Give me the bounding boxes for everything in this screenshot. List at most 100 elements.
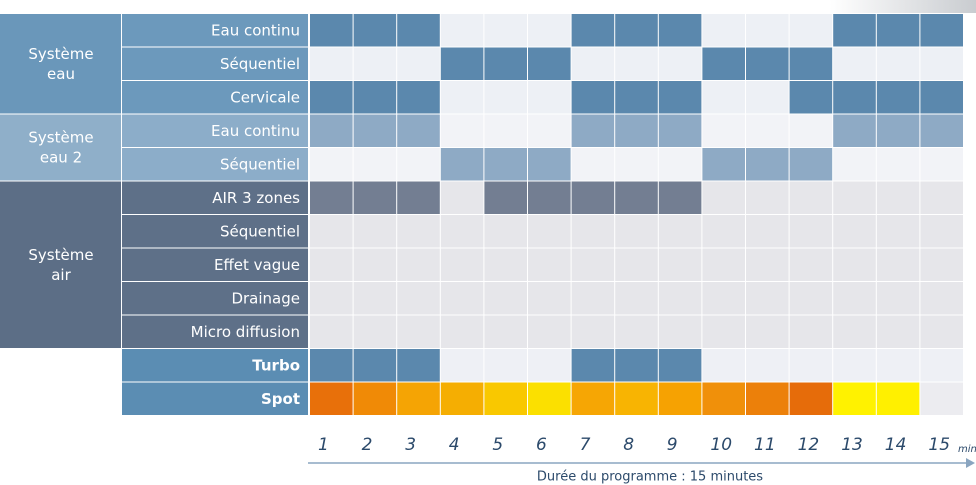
time-cell [397, 215, 440, 248]
time-cell [746, 215, 789, 248]
group-cell [0, 14, 121, 114]
time-cell [833, 114, 876, 147]
time-cell [353, 215, 397, 248]
row-label: Effet vague [214, 256, 300, 274]
time-cell [353, 148, 397, 181]
time-cell [833, 148, 876, 181]
time-cell [746, 148, 789, 181]
time-cell [571, 382, 615, 415]
row-label: AIR 3 zones [212, 189, 300, 207]
time-cell [702, 349, 745, 382]
time-cell [353, 81, 397, 114]
time-cell [615, 181, 658, 214]
time-cell [571, 14, 615, 47]
time-cell [789, 382, 833, 415]
time-cell [833, 282, 876, 315]
time-cell [702, 282, 745, 315]
row-label: Eau continu [211, 21, 300, 39]
minute-label: 13 [841, 435, 863, 455]
time-cell [615, 349, 658, 382]
time-cell [658, 248, 702, 281]
time-cell [484, 181, 527, 214]
minute-label: 1 [318, 435, 329, 455]
time-cell [876, 14, 920, 47]
time-cell [920, 14, 963, 47]
time-cell [833, 47, 876, 80]
time-cell [571, 81, 615, 114]
time-cell [571, 47, 615, 80]
time-cell [746, 349, 789, 382]
time-cell [920, 114, 963, 147]
row-label-cell [122, 14, 308, 47]
time-cell [658, 215, 702, 248]
time-cell [746, 248, 789, 281]
time-cell [876, 248, 920, 281]
time-cell [920, 47, 963, 80]
row-label-cell [122, 248, 308, 281]
time-cell [310, 248, 353, 281]
minute-label: 15 [928, 435, 950, 455]
time-cell [353, 114, 397, 147]
time-cell [789, 148, 833, 181]
minute-label: 7 [580, 435, 591, 455]
time-cell [702, 47, 745, 80]
minute-label: 10 [710, 435, 732, 455]
minute-label: 14 [885, 435, 907, 455]
row-label-cell [122, 382, 308, 415]
time-cell [615, 148, 658, 181]
time-cell [397, 148, 440, 181]
time-cell [920, 215, 963, 248]
time-cell [876, 81, 920, 114]
group-label: Système [28, 246, 93, 264]
time-cell [746, 315, 789, 348]
minute-label: 3 [405, 435, 416, 455]
row-label-cell [122, 148, 308, 181]
time-cell [571, 215, 615, 248]
time-cell [310, 114, 353, 147]
row-label-cell [122, 315, 308, 348]
time-cell [615, 248, 658, 281]
time-cell [440, 114, 484, 147]
time-cell [397, 248, 440, 281]
minute-label: 4 [449, 435, 460, 455]
time-cell [528, 148, 571, 181]
time-cell [876, 215, 920, 248]
arrow-head [966, 458, 975, 468]
time-cell [440, 148, 484, 181]
time-cell [789, 47, 833, 80]
time-cell [658, 382, 702, 415]
time-cell [833, 315, 876, 348]
time-cell [397, 181, 440, 214]
time-cell [484, 47, 527, 80]
group-cell [0, 181, 121, 348]
time-cell [789, 14, 833, 47]
time-cell [702, 181, 745, 214]
time-cell [920, 349, 963, 382]
time-cell [484, 114, 527, 147]
time-cell [397, 282, 440, 315]
time-cell [528, 114, 571, 147]
time-cell [353, 248, 397, 281]
time-cell [920, 382, 963, 415]
time-cell [876, 315, 920, 348]
time-cell [353, 282, 397, 315]
time-cell [746, 14, 789, 47]
row-label: Eau continu [211, 122, 300, 140]
time-cell [702, 81, 745, 114]
time-cell [615, 315, 658, 348]
time-cell [484, 349, 527, 382]
time-cell [658, 114, 702, 147]
time-cell [440, 315, 484, 348]
row-label: Turbo [252, 356, 300, 374]
time-cell [440, 47, 484, 80]
time-cell [876, 349, 920, 382]
time-cell [440, 282, 484, 315]
row-label-cell [122, 181, 308, 214]
minute-label: 12 [798, 435, 820, 455]
time-cell [920, 148, 963, 181]
minute-label: 5 [492, 435, 503, 455]
time-cell [658, 282, 702, 315]
time-cell [440, 349, 484, 382]
time-cell [746, 181, 789, 214]
caption: Durée du programme : 15 minutes [537, 470, 763, 485]
